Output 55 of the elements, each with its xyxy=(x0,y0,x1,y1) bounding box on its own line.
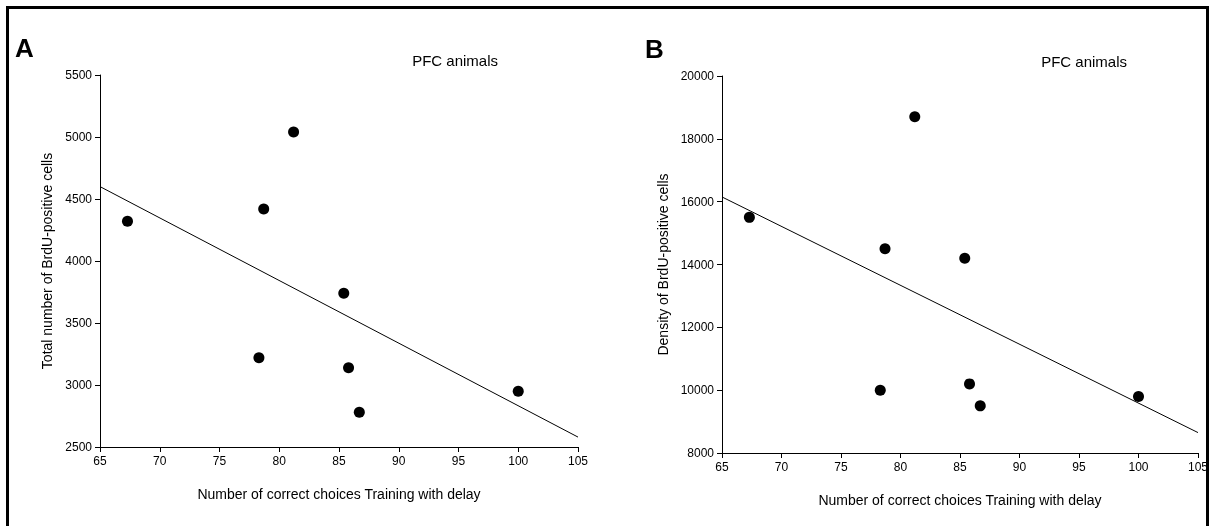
x-tick-label: 80 xyxy=(893,460,908,474)
x-tick-label: 90 xyxy=(392,454,406,468)
point xyxy=(353,406,365,418)
x-tick-label: 90 xyxy=(1012,460,1027,474)
x-tick-label: 75 xyxy=(212,454,227,468)
y-tick-label: 16000 xyxy=(680,194,715,209)
point xyxy=(253,352,265,364)
x-axis-title: Number of correct choices Training with delay xyxy=(818,492,1102,508)
point xyxy=(288,126,300,138)
y-tick-label: 4000 xyxy=(65,254,93,268)
x-tick-label: 95 xyxy=(451,454,466,468)
x-tick-label: 85 xyxy=(953,460,967,474)
y-tick-label: 8000 xyxy=(687,446,715,460)
point xyxy=(879,243,891,255)
point xyxy=(959,252,971,264)
point xyxy=(974,400,986,412)
y-tick-label: 2500 xyxy=(65,440,93,454)
y-tick-label: 20000 xyxy=(680,69,715,83)
point xyxy=(343,362,355,374)
y-axis-title: Density of BrdU-positive cells xyxy=(654,173,671,356)
x-tick-label: 80 xyxy=(272,454,287,468)
x-tick-label: 65 xyxy=(93,454,107,468)
chart-title: B xyxy=(645,34,664,64)
y-tick-label: 5500 xyxy=(65,68,93,82)
x-tick-label: 70 xyxy=(774,460,789,474)
text: PFC animals xyxy=(412,52,498,69)
y-axis-title: Total number of BrdU-positive cells xyxy=(39,152,56,370)
point xyxy=(909,111,921,123)
point xyxy=(743,211,755,223)
x-tick-label: 65 xyxy=(715,460,729,474)
point xyxy=(258,203,270,215)
point xyxy=(122,215,133,227)
x-axis-title: Number of correct choices Training with delay xyxy=(197,486,481,502)
x-tick-label: 70 xyxy=(153,454,167,468)
text: PFC animals xyxy=(1041,53,1127,70)
y-tick-label: 4500 xyxy=(65,192,93,206)
point xyxy=(874,384,886,396)
y-tick-label: 14000 xyxy=(680,257,715,272)
point xyxy=(512,385,524,397)
y-tick-label: 10000 xyxy=(680,383,715,398)
y-tick-label: 3000 xyxy=(65,378,93,392)
x-tick-label: 75 xyxy=(834,460,848,474)
x-tick-label: 105 xyxy=(567,454,589,468)
x-tick-label: 100 xyxy=(1128,460,1149,474)
point xyxy=(1133,390,1144,402)
x-tick-label: 100 xyxy=(508,454,529,468)
y-tick-label: 12000 xyxy=(680,320,715,335)
y-tick-label: 18000 xyxy=(680,131,715,146)
point xyxy=(338,287,350,299)
x-tick-label: 95 xyxy=(1072,460,1086,474)
y-tick-label: 3500 xyxy=(65,316,93,330)
point xyxy=(964,378,976,390)
x-tick-label: 85 xyxy=(332,454,346,468)
y-tick-label: 5000 xyxy=(65,130,93,144)
chart-title: A xyxy=(15,33,34,63)
